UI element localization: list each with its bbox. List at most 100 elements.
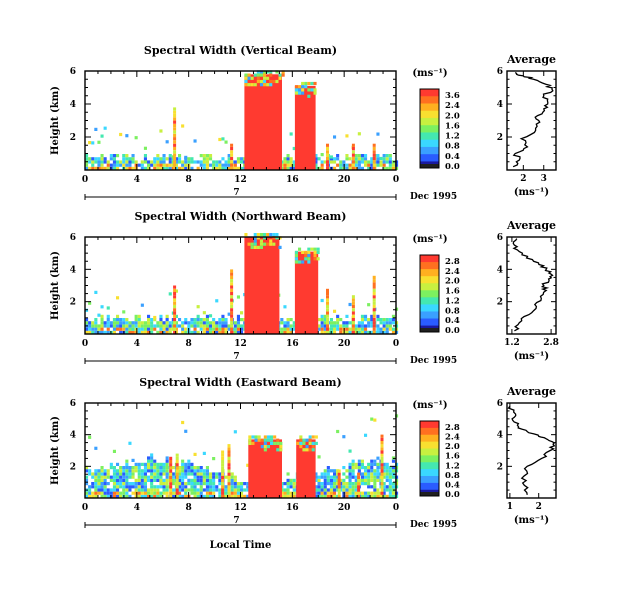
heatmap-cell bbox=[97, 166, 101, 170]
day-line-end bbox=[84, 522, 397, 528]
heatmap-cell bbox=[336, 494, 340, 498]
heatmap-column-cell bbox=[230, 285, 234, 289]
region-edge-cell bbox=[278, 76, 282, 80]
region-edge-cell bbox=[251, 441, 255, 445]
heatmap-cell bbox=[159, 482, 163, 486]
heatmap-cell bbox=[326, 478, 330, 482]
heatmap-cell bbox=[236, 482, 240, 486]
heatmap-cell bbox=[357, 166, 361, 170]
heatmap-cell bbox=[178, 166, 182, 170]
heatmap-cell bbox=[109, 163, 113, 167]
heatmap-cell bbox=[233, 430, 237, 434]
region-edge-cell bbox=[276, 441, 280, 445]
heatmap-cell bbox=[385, 157, 389, 161]
heatmap-cell bbox=[212, 318, 216, 322]
heatmap-cell bbox=[100, 472, 104, 476]
heatmap-cell bbox=[181, 327, 185, 331]
heatmap-cell bbox=[153, 459, 157, 463]
heatmap-cell bbox=[221, 157, 225, 161]
heatmap-column-cell bbox=[169, 494, 173, 498]
region-edge-cell bbox=[257, 435, 261, 439]
heatmap-cell bbox=[388, 466, 392, 470]
heatmap-cell bbox=[215, 163, 219, 167]
heatmap-cell bbox=[150, 453, 154, 457]
heatmap-cell bbox=[221, 321, 225, 325]
heatmap-cell bbox=[143, 146, 147, 150]
region-edge-cell bbox=[263, 242, 267, 246]
heatmap-column-cell bbox=[326, 324, 329, 328]
heatmap-cell bbox=[348, 449, 352, 453]
region-edge-cell bbox=[263, 73, 267, 77]
heatmap-cell bbox=[336, 475, 340, 479]
heatmap-column-cell bbox=[173, 107, 177, 111]
heatmap-cell bbox=[329, 491, 333, 495]
heatmap-cell bbox=[212, 488, 216, 492]
heatmap-cell bbox=[140, 494, 144, 498]
heatmap-cell bbox=[159, 494, 163, 498]
heatmap-cell bbox=[112, 318, 116, 322]
colorbar-segment bbox=[420, 429, 439, 431]
region-edge-cell bbox=[256, 76, 260, 80]
heatmap-cell bbox=[379, 321, 383, 325]
heatmap-cell bbox=[320, 475, 324, 479]
heatmap-cell bbox=[348, 482, 352, 486]
heatmap-column-cell bbox=[230, 321, 234, 325]
colorbar-unit: (ms⁻¹) bbox=[412, 400, 447, 411]
heatmap-cell bbox=[140, 330, 144, 334]
heatmap-cell bbox=[348, 462, 352, 466]
heatmap-cell bbox=[181, 459, 185, 463]
heatmap-column-cell bbox=[221, 494, 225, 498]
heatmap-cell bbox=[119, 475, 123, 479]
region-edge-cell bbox=[313, 250, 317, 254]
heatmap-column-cell bbox=[230, 292, 234, 296]
heatmap-cell bbox=[218, 494, 222, 498]
heatmap-cell bbox=[112, 482, 116, 486]
heatmap-cell bbox=[116, 491, 120, 495]
colorbar-segment bbox=[420, 91, 439, 93]
heatmap-cell bbox=[153, 160, 157, 164]
heatmap-cell bbox=[106, 488, 110, 492]
heatmap-cell bbox=[292, 488, 296, 492]
colorbar-segment bbox=[420, 141, 439, 143]
heatmap-cell bbox=[212, 494, 216, 498]
colorbar-segment bbox=[420, 445, 439, 447]
heatmap-cell bbox=[342, 466, 346, 470]
colorbar-unit: (ms⁻¹) bbox=[412, 234, 447, 245]
heatmap-column-cell bbox=[227, 469, 231, 473]
heatmap-cell bbox=[221, 314, 225, 318]
heatmap-cell bbox=[345, 163, 349, 167]
heatmap-cell bbox=[184, 472, 188, 476]
heatmap-cell bbox=[354, 485, 358, 489]
heatmap-cell bbox=[382, 318, 386, 322]
region-edge-cell bbox=[256, 233, 260, 237]
colorbar-tick-label: 1.2 bbox=[445, 461, 460, 471]
colorbar-segment bbox=[420, 268, 439, 270]
colorbar-segment bbox=[420, 275, 439, 277]
heatmap-cell bbox=[85, 318, 89, 322]
colorbar-segment bbox=[420, 255, 439, 257]
heatmap-cell bbox=[100, 478, 104, 482]
heatmap-cell bbox=[187, 462, 191, 466]
colorbar-segment bbox=[420, 309, 439, 311]
heatmap-cell bbox=[209, 485, 213, 489]
colorbar-segment bbox=[420, 107, 439, 109]
heatmap-cell bbox=[143, 166, 147, 170]
region-edge-cell bbox=[299, 441, 303, 445]
heatmap-cell bbox=[181, 324, 185, 328]
heatmap-cell bbox=[106, 318, 110, 322]
heatmap-cell bbox=[140, 491, 144, 495]
heatmap-cell bbox=[100, 482, 104, 486]
heatmap-cell bbox=[106, 475, 110, 479]
heatmap-cell bbox=[233, 475, 237, 479]
heatmap-cell bbox=[153, 469, 157, 473]
heatmap-cell bbox=[289, 482, 293, 486]
region-edge-cell bbox=[270, 435, 274, 439]
heatmap-cell bbox=[106, 324, 110, 328]
colorbar-segment bbox=[420, 421, 439, 423]
heatmap-cell bbox=[314, 485, 318, 489]
region-edge-cell bbox=[302, 441, 306, 445]
colorbar-segment bbox=[420, 307, 439, 309]
colorbar-segment bbox=[420, 425, 439, 427]
heatmap-cell bbox=[196, 491, 200, 495]
